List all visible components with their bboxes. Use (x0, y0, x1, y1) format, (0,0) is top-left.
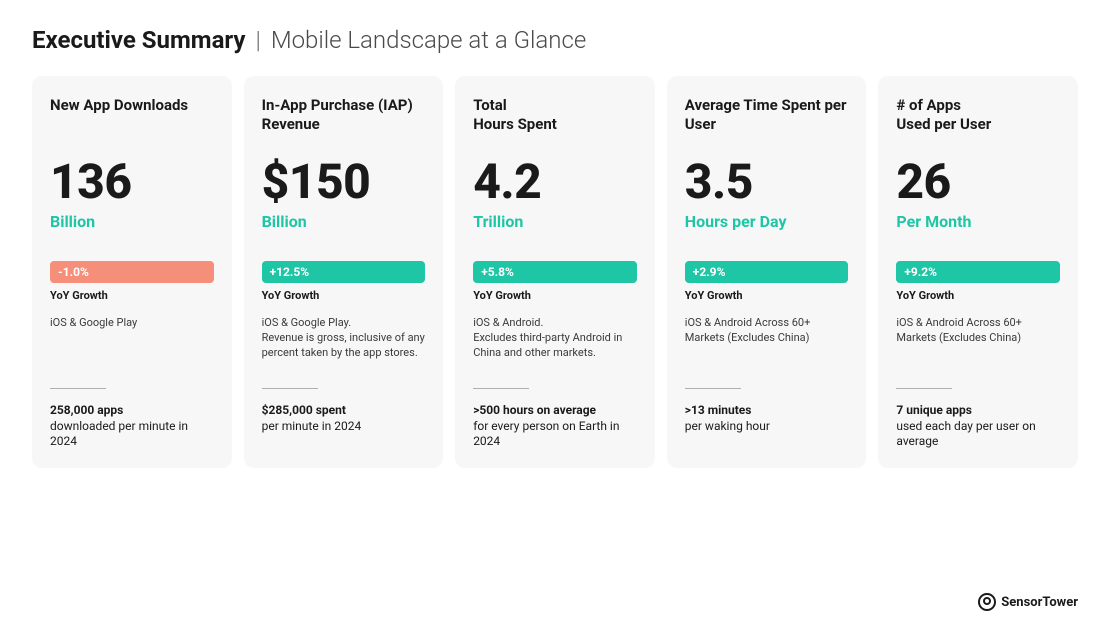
card-value: 26 (896, 158, 1060, 206)
metric-card: # of Apps Used per User 26 Per Month +9.2% Y… (878, 76, 1078, 468)
card-note: iOS & Android. Excludes third-party Andr… (473, 316, 637, 370)
metric-card: In-App Purchase (IAP) Revenue $150 Billion… (244, 76, 444, 468)
growth-label: YoY Growth (473, 289, 637, 302)
card-unit: Trillion (473, 212, 637, 231)
header-divider: | (256, 26, 261, 54)
card-value: $150 (262, 158, 426, 206)
header-title-bold: Executive Summary (32, 26, 246, 54)
card-stat-rest: per waking hour (685, 419, 849, 435)
card-note: iOS & Google Play (50, 316, 214, 370)
header-subtitle: Mobile Landscape at a Glance (271, 26, 586, 54)
card-stat-rest: for every person on Earth in 2024 (473, 419, 637, 450)
card-stat-strong: >13 minutes (685, 403, 849, 419)
card-stat-rest: per minute in 2024 (262, 419, 426, 435)
cards-row: New App Downloads 136 Billion -1.0% YoY Grow… (32, 76, 1078, 468)
card-divider (50, 388, 106, 389)
card-title: # of Apps Used per User (896, 96, 1060, 136)
card-title: New App Downloads (50, 96, 214, 136)
card-stat: $285,000 spentper minute in 2024 (262, 403, 426, 434)
card-title: Average Time Spent per User (685, 96, 849, 136)
growth-label: YoY Growth (262, 289, 426, 302)
footer-brand: SensorTower (978, 593, 1078, 611)
page-header: Executive Summary | Mobile Landscape at … (32, 26, 1078, 54)
card-divider (473, 388, 529, 389)
card-stat-strong: $285,000 spent (262, 403, 426, 419)
card-title: Total Hours Spent (473, 96, 637, 136)
card-title: In-App Purchase (IAP) Revenue (262, 96, 426, 136)
card-note: iOS & Google Play. Revenue is gross, inc… (262, 316, 426, 370)
card-divider (685, 388, 741, 389)
card-stat: >13 minutesper waking hour (685, 403, 849, 434)
card-unit: Per Month (896, 212, 1060, 231)
card-stat-rest: used each day per user on average (896, 419, 1060, 450)
growth-badge: +9.2% (896, 261, 1060, 283)
card-note: iOS & Android Across 60+ Markets (Exclud… (896, 316, 1060, 370)
card-divider (896, 388, 952, 389)
growth-label: YoY Growth (50, 289, 214, 302)
brand-name: SensorTower (1001, 595, 1078, 610)
growth-label: YoY Growth (896, 289, 1060, 302)
card-stat-strong: >500 hours on average (473, 403, 637, 419)
card-stat-strong: 258,000 apps (50, 403, 214, 419)
card-stat: 258,000 appsdownloaded per minute in 202… (50, 403, 214, 450)
growth-badge: +5.8% (473, 261, 637, 283)
card-unit: Billion (50, 212, 214, 231)
card-unit: Billion (262, 212, 426, 231)
card-stat-rest: downloaded per minute in 2024 (50, 419, 214, 450)
metric-card: Total Hours Spent 4.2 Trillion +5.8% YoY Gro… (455, 76, 655, 468)
growth-badge: -1.0% (50, 261, 214, 283)
growth-badge: +2.9% (685, 261, 849, 283)
card-stat: >500 hours on averagefor every person on… (473, 403, 637, 450)
card-note: iOS & Android Across 60+ Markets (Exclud… (685, 316, 849, 370)
growth-label: YoY Growth (685, 289, 849, 302)
metric-card: Average Time Spent per User 3.5 Hours per … (667, 76, 867, 468)
card-stat-strong: 7 unique apps (896, 403, 1060, 419)
card-value: 3.5 (685, 158, 849, 206)
brand-icon (978, 593, 996, 611)
metric-card: New App Downloads 136 Billion -1.0% YoY Grow… (32, 76, 232, 468)
card-stat: 7 unique appsused each day per user on a… (896, 403, 1060, 450)
card-divider (262, 388, 318, 389)
growth-badge: +12.5% (262, 261, 426, 283)
card-value: 136 (50, 158, 214, 206)
card-value: 4.2 (473, 158, 637, 206)
card-unit: Hours per Day (685, 212, 849, 231)
